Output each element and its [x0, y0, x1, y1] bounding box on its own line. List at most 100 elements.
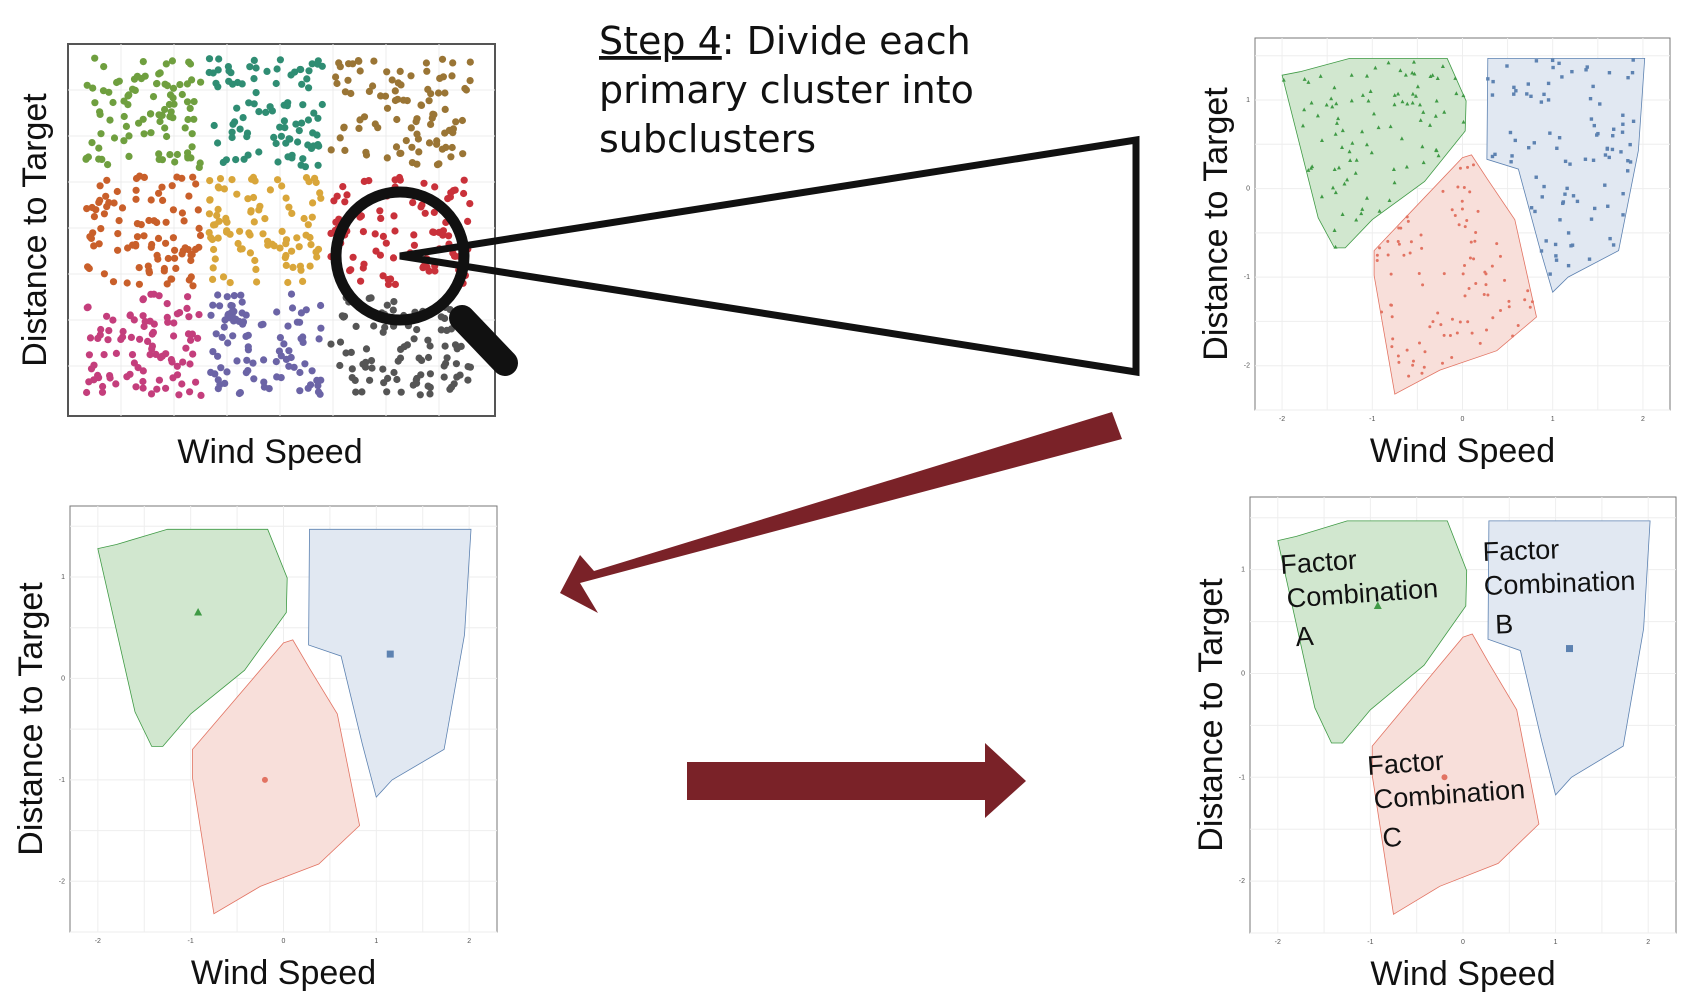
subcluster-point [1419, 233, 1423, 237]
cluster-point [189, 173, 197, 181]
y-tick-label: -1 [1239, 774, 1245, 781]
cluster-point [95, 155, 103, 163]
cluster-point [207, 368, 215, 376]
cluster-point [206, 177, 214, 185]
cluster-point [314, 388, 323, 396]
cluster-point [110, 199, 118, 207]
factor-c-line-3: C [1381, 822, 1403, 853]
cluster-point [318, 100, 326, 109]
cluster-point [213, 211, 221, 219]
cluster-point [250, 100, 258, 108]
y-axis-label: Distance to Target [1192, 578, 1230, 852]
cluster-point [184, 293, 192, 301]
cluster-point [207, 311, 215, 319]
subcluster-point [1369, 150, 1374, 155]
cluster-point [233, 357, 241, 365]
cluster-point [184, 154, 192, 162]
subcluster-point [1410, 91, 1415, 96]
cluster-point [244, 195, 252, 203]
subcluster-point [1391, 167, 1396, 171]
cluster-point [86, 233, 94, 241]
subcluster-point [1448, 334, 1452, 338]
cluster-point [109, 316, 117, 324]
subcluster-point [1493, 152, 1497, 157]
cluster-point [272, 79, 280, 88]
cluster-point [211, 255, 219, 263]
subcluster-point [1430, 73, 1435, 77]
centroid-c-marker [1441, 774, 1448, 781]
subcluster-point [1453, 214, 1457, 218]
cluster-point [303, 75, 311, 83]
cluster-point [223, 293, 231, 301]
cluster-point [161, 105, 169, 114]
cluster-point [94, 334, 102, 342]
cluster-point [188, 330, 196, 338]
factor-b-line-1: Factor [1482, 534, 1560, 567]
cluster-point [133, 233, 142, 241]
cluster-point [192, 180, 200, 188]
subcluster-point [1553, 242, 1558, 247]
cluster-point [83, 304, 91, 312]
cluster-point [308, 60, 316, 68]
cluster-point [441, 342, 449, 350]
x-tick-label: 0 [282, 938, 286, 945]
cluster-point [304, 384, 312, 392]
cluster-point [230, 292, 238, 300]
subcluster-point [1375, 253, 1379, 257]
caption-line-1-rest: : Divide each [722, 19, 971, 63]
cluster-point [317, 194, 325, 202]
cluster-point [261, 215, 269, 223]
subcluster-point [1421, 283, 1425, 287]
subcluster-point [1527, 146, 1531, 150]
cluster-point [413, 130, 421, 138]
cluster-point [255, 148, 263, 156]
cluster-point [163, 313, 171, 321]
subcluster-point [1402, 253, 1406, 257]
cluster-point [460, 189, 468, 198]
cluster-point [195, 224, 203, 232]
subcluster-point [1626, 169, 1630, 173]
subcluster-point [1533, 209, 1537, 214]
cluster-point [438, 55, 447, 63]
cluster-point [178, 90, 186, 99]
cluster-point [448, 72, 456, 80]
cluster-point [178, 174, 186, 182]
subcluster-point [1336, 165, 1341, 170]
subcluster-point [1318, 74, 1323, 78]
primary-cluster-points [82, 54, 474, 399]
subcluster-point [1461, 272, 1465, 276]
subcluster-point [1410, 100, 1415, 105]
cluster-point [110, 134, 119, 142]
cluster-point [347, 348, 355, 356]
subcluster-point [1490, 264, 1494, 268]
cluster-point [183, 304, 191, 312]
cluster-point [109, 278, 118, 286]
cluster-point [306, 262, 314, 270]
subcluster-point [1340, 212, 1345, 216]
subcluster-point [1329, 96, 1334, 101]
subcluster-point [1366, 98, 1371, 103]
cluster-point [226, 279, 234, 287]
cluster-point [228, 128, 236, 136]
subcluster-point [1512, 85, 1516, 90]
x-axis-label: Wind Speed [191, 954, 376, 992]
cluster-point [134, 364, 142, 372]
subcluster-point [1554, 258, 1559, 262]
cluster-point [209, 348, 217, 356]
subcluster-point [1554, 254, 1558, 258]
subcluster-point [1440, 64, 1445, 68]
subcluster-point [1550, 58, 1555, 63]
cluster-point [347, 89, 355, 98]
cluster-point [103, 203, 111, 211]
x-tick-label: -2 [95, 938, 101, 945]
subcluster-point [1495, 242, 1499, 246]
cluster-point [383, 301, 391, 309]
cluster-point [214, 139, 222, 147]
cluster-point [357, 212, 365, 220]
cluster-point [316, 189, 324, 197]
cluster-point [91, 99, 99, 107]
subcluster-point [1566, 231, 1571, 235]
cluster-point [153, 251, 161, 259]
cluster-point [170, 332, 178, 340]
cluster-point [393, 375, 401, 384]
